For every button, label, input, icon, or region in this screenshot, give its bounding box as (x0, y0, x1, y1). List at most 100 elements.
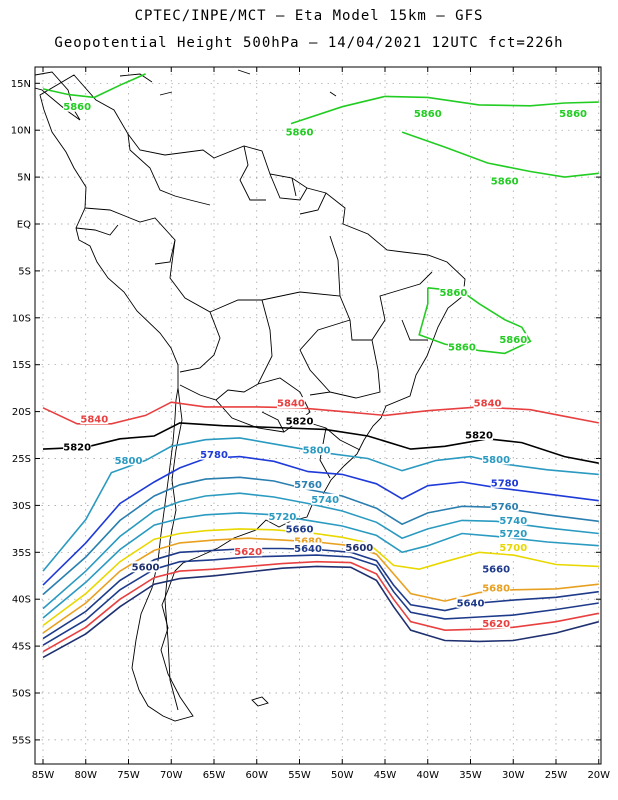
contour-label-5820: 5820 (286, 416, 314, 427)
contour-5780 (42, 455, 599, 586)
contour-label-5640: 5640 (457, 598, 485, 609)
lat-label: 10S (12, 313, 31, 324)
contour-label-5660: 5660 (286, 524, 314, 535)
contour-label-5860: 5860 (499, 335, 527, 346)
contour-5860 (401, 131, 599, 178)
lat-label: 30S (12, 501, 31, 512)
lon-label: 30W (502, 770, 525, 781)
border-colombia-peru (84, 207, 176, 265)
contour-label-bg (285, 522, 314, 534)
lat-label: 45S (12, 642, 31, 653)
contour-5820 (42, 422, 599, 464)
lon-label: 80W (74, 770, 97, 781)
contour-label-bg (294, 478, 323, 490)
contour-label-bg (294, 534, 323, 546)
brazil-states (261, 235, 433, 399)
contour-label-5860: 5860 (414, 109, 442, 120)
contour-label-5860: 5860 (448, 342, 476, 353)
contour-label-5620: 5620 (482, 619, 510, 630)
lat-label: 35S (12, 548, 31, 559)
contour-label-bg (482, 453, 511, 465)
contour-label-5800: 5800 (115, 456, 143, 467)
contour-label-5620: 5620 (234, 547, 262, 558)
contour-label-bg (63, 100, 92, 112)
contour-label-5700: 5700 (499, 543, 527, 554)
contour-label-bg (200, 448, 228, 460)
border-colombia-venezuela (127, 133, 211, 206)
contour-label-5640: 5640 (294, 544, 322, 555)
lon-label: 85W (32, 770, 55, 781)
contour-label-5860: 5860 (286, 128, 314, 139)
contour-label-bg (131, 561, 160, 573)
contour-5640 (42, 554, 599, 646)
lon-label: 70W (160, 770, 183, 781)
contour-label-5780: 5780 (491, 478, 519, 489)
contour-label-bg (439, 286, 468, 298)
contour-label-5680: 5680 (482, 583, 510, 594)
contour-label-5820: 5820 (465, 430, 493, 441)
contour-label-5600: 5600 (132, 563, 160, 574)
contour-label-bg (490, 476, 519, 488)
contour-label-bg (311, 493, 340, 505)
lat-label: 10N (11, 126, 31, 137)
south-america-coastline (39, 74, 466, 722)
contour-label-5860: 5860 (439, 288, 467, 299)
contour-label-5680: 5680 (294, 536, 322, 547)
contour-label-bg (63, 441, 92, 453)
contour-label-bg (114, 454, 143, 466)
lon-label: 35W (459, 770, 482, 781)
contour-label-bg (285, 126, 314, 138)
lat-label: 40S (12, 595, 31, 606)
contour-label-5860: 5860 (63, 102, 91, 113)
contour-label-5860: 5860 (559, 109, 587, 120)
contour-label-5840: 5840 (474, 399, 502, 410)
lon-label: 20W (587, 770, 610, 781)
contour-label-5600: 5600 (345, 543, 373, 554)
lon-label: 40W (416, 770, 439, 781)
border-guianas (269, 173, 327, 215)
contour-label-bg (456, 596, 485, 608)
contour-5720 (42, 512, 599, 619)
contour-label-5740: 5740 (311, 495, 339, 506)
contour-label-5800: 5800 (303, 445, 331, 456)
contour-label-5740: 5740 (499, 516, 527, 527)
contour-label-5840: 5840 (80, 415, 108, 426)
title-line-1: CPTEC/INPE/MCT – Eta Model 15km – GFS (134, 8, 484, 24)
contour-5860 (42, 73, 146, 99)
lat-label: 20S (12, 407, 31, 418)
contour-label-5840: 5840 (277, 399, 305, 410)
contour-label-bg (490, 500, 519, 512)
border-bolivia-paraguay (179, 383, 259, 401)
contour-5860 (290, 95, 599, 125)
lat-label: 50S (12, 689, 31, 700)
contour-label-5780: 5780 (200, 450, 228, 461)
lon-label: 25W (545, 770, 568, 781)
contour-label-bg (285, 414, 314, 426)
lat-label: 5N (17, 173, 31, 184)
lat-label: 5S (18, 266, 31, 277)
contour-label-bg (499, 333, 528, 345)
contour-label-bg (482, 617, 511, 629)
country-borders (35, 69, 466, 722)
falkland-islands (251, 696, 269, 707)
lon-label: 60W (245, 770, 268, 781)
lon-label: 75W (117, 770, 140, 781)
contour-label-5760: 5760 (294, 480, 322, 491)
contour-label-bg (294, 542, 323, 554)
contour-label-bg (499, 541, 528, 553)
contour-5700 (42, 528, 599, 627)
contour-label-bg (447, 340, 476, 352)
lon-label: 50W (331, 770, 354, 781)
contour-label-bg (559, 107, 588, 119)
lon-label: 65W (203, 770, 226, 781)
contour-label-5760: 5760 (491, 502, 519, 513)
border-chile-argentina (164, 387, 183, 711)
contour-label-bg (482, 581, 511, 593)
contour-label-bg (413, 107, 442, 119)
lat-label: 15N (11, 79, 31, 90)
contour-label-bg (276, 397, 305, 409)
contour-label-bg (268, 510, 297, 522)
border-bolivia-brazil (209, 299, 273, 385)
central-america (35, 71, 81, 121)
